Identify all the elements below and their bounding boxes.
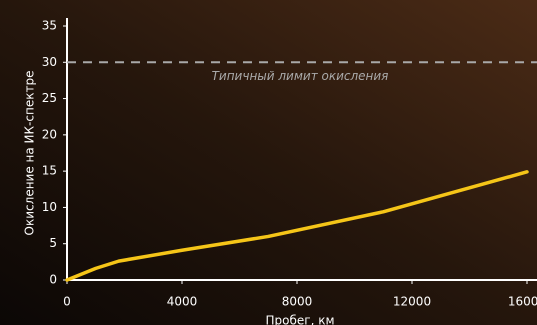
x-tick-label: 4000	[167, 295, 198, 309]
reference-label: Типичный лимит окисления	[212, 69, 389, 83]
x-tick-label: 12000	[393, 295, 431, 309]
y-tick-label: 30	[42, 55, 57, 69]
x-tick-label: 8000	[282, 295, 313, 309]
y-tick-label: 35	[42, 19, 57, 33]
y-tick-label: 0	[49, 273, 57, 287]
y-tick-label: 15	[42, 164, 57, 178]
x-tick-label: 16000	[508, 295, 537, 309]
y-tick-label: 25	[42, 91, 57, 105]
y-tick-label: 20	[42, 127, 57, 141]
x-tick-label: 0	[63, 295, 71, 309]
x-axis-label: Пробег, км	[266, 314, 335, 325]
y-tick-label: 5	[49, 236, 57, 250]
data-line	[65, 170, 529, 282]
y-tick-label: 10	[42, 200, 57, 214]
y-axis-label: Окисление на ИК-спектре	[23, 71, 37, 236]
